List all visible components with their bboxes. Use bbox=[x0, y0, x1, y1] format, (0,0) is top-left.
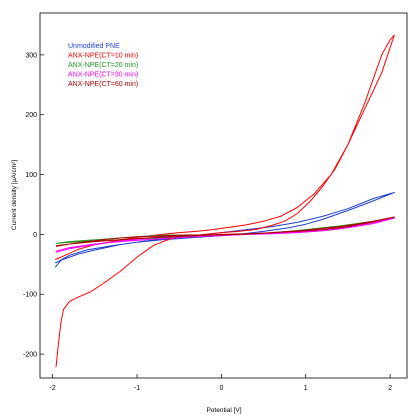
plot-frame bbox=[39, 12, 408, 379]
series-line-2 bbox=[55, 34, 395, 368]
series-line-1 bbox=[54, 192, 395, 268]
x-tick-label: -1 bbox=[134, 385, 140, 392]
legend-entry: ANX-NPE(CT=60 min) bbox=[68, 81, 138, 88]
y-tick-label: 300 bbox=[25, 52, 37, 59]
legend-entry: ANX-NPE(CT=30 min) bbox=[68, 72, 138, 79]
legend-entry: ANX-NPE(CT=10 min) bbox=[68, 53, 138, 60]
y-tick-label: 0 bbox=[33, 232, 37, 239]
series-layer bbox=[54, 34, 395, 368]
y-tick-label: -100 bbox=[23, 292, 37, 299]
x-tick-label: 0 bbox=[219, 385, 223, 392]
y-tick-label: -200 bbox=[23, 352, 37, 359]
legend: Unmodified PNE ANX-NPE(CT=10 min) ANX-NPE(… bbox=[68, 43, 138, 88]
y-axis-title: Current density [µA/cm²] bbox=[11, 160, 18, 230]
x-tick-label: 1 bbox=[304, 385, 308, 392]
x-tick-label: -2 bbox=[50, 385, 56, 392]
legend-entry: Unmodified PNE bbox=[68, 43, 120, 50]
y-tick-label: 100 bbox=[25, 172, 37, 179]
series-line-5 bbox=[55, 216, 395, 247]
y-tick-label: 200 bbox=[25, 112, 37, 119]
x-axis-title: Potential [V] bbox=[206, 407, 241, 414]
x-tick-label: 2 bbox=[388, 385, 392, 392]
legend-entry: ANX-NPE(CT=20 min) bbox=[68, 62, 138, 69]
tick-layer: -2 -1 0 1 2 -200 -100 0 100 200 300 bbox=[23, 52, 392, 392]
